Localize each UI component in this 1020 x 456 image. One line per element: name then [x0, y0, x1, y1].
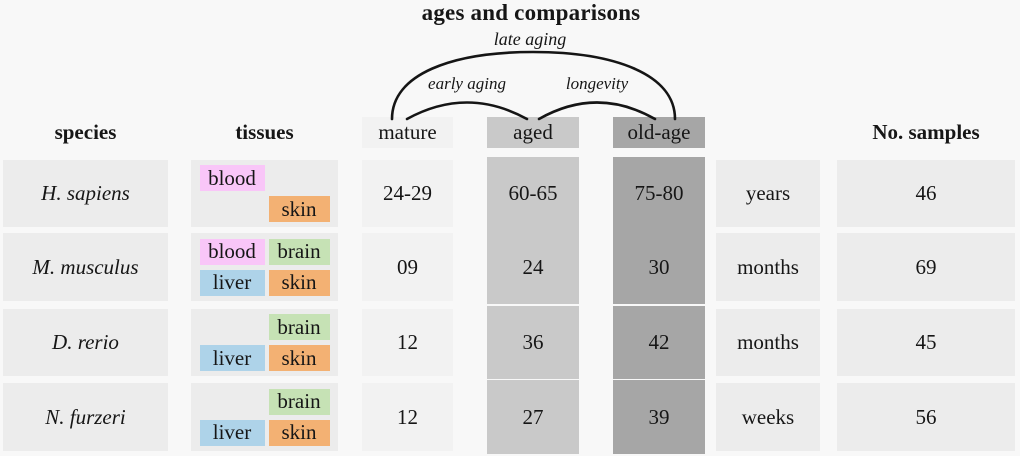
- tissue-chip-liver: [200, 196, 265, 222]
- old-age-cell: 42: [613, 306, 705, 379]
- tissue-chip-brain: brain: [268, 238, 330, 265]
- age-unit-cell: years: [716, 160, 820, 227]
- table-row: N. furzeri brain liver skin 12 27 39 wee…: [0, 380, 1020, 454]
- tissues-cell: blood skin: [191, 160, 338, 227]
- species-name: N. furzeri: [45, 404, 126, 429]
- tissue-chip-blood: [200, 314, 265, 340]
- aged-age-cell: 27: [487, 380, 579, 454]
- column-header-species: species: [54, 120, 117, 144]
- species-cell: M. musculus: [3, 233, 168, 301]
- age-unit-cell: weeks: [716, 383, 820, 451]
- samples-count-cell: 69: [837, 233, 1015, 301]
- old-age-cell: 39: [613, 380, 705, 454]
- samples-count-cell: 56: [837, 383, 1015, 451]
- tissues-cell: blood brain liver skin: [191, 233, 338, 301]
- age-unit-cell: months: [716, 233, 820, 301]
- tissue-chip-skin: skin: [268, 345, 330, 371]
- tissues-cell: brain liver skin: [191, 383, 338, 451]
- tissue-chip-grid: blood brain liver skin: [199, 238, 330, 296]
- aged-age-cell: 36: [487, 306, 579, 379]
- mature-age-cell: 09: [362, 233, 453, 301]
- figure-title: ages and comparisons: [421, 0, 641, 25]
- table-row: M. musculus blood brain liver skin 09 24…: [0, 230, 1020, 304]
- aged-age-cell: 24: [487, 230, 579, 304]
- tissue-chip-liver: liver: [199, 269, 265, 296]
- table-row: D. rerio brain liver skin 12 36 42 month…: [0, 306, 1020, 379]
- age-unit-cell: months: [716, 309, 820, 376]
- tissue-chip-skin: skin: [268, 269, 330, 296]
- tissue-chip-grid: blood skin: [199, 165, 330, 222]
- tissue-chip-grid: brain liver skin: [199, 314, 330, 371]
- species-name: H. sapiens: [41, 181, 130, 205]
- mature-age-cell: 12: [362, 383, 453, 451]
- tissue-chip-blood: [200, 389, 265, 415]
- samples-count-cell: 46: [837, 160, 1015, 227]
- mature-age-cell: 12: [362, 309, 453, 376]
- tissue-chip-brain: [269, 165, 330, 191]
- tissue-chip-grid: brain liver skin: [199, 388, 330, 446]
- column-header-old-age: old-age: [613, 117, 705, 148]
- column-header-samples: No. samples: [872, 120, 980, 144]
- tissue-chip-brain: brain: [268, 314, 330, 340]
- tissue-chip-skin: skin: [268, 419, 330, 446]
- column-header-aged: aged: [487, 117, 579, 148]
- tissue-chip-liver: liver: [199, 345, 265, 371]
- samples-count-cell: 45: [837, 309, 1015, 376]
- table-row: H. sapiens blood skin 24-29 60-65 75-80 …: [0, 157, 1020, 230]
- species-cell: N. furzeri: [3, 383, 168, 451]
- column-header-mature: mature: [362, 117, 453, 148]
- tissues-cell: brain liver skin: [191, 309, 338, 376]
- old-age-cell: 75-80: [613, 157, 705, 230]
- column-header-tissues: tissues: [235, 120, 294, 144]
- aged-age-cell: 60-65: [487, 157, 579, 230]
- arc-label-longevity: longevity: [565, 74, 629, 93]
- mature-age-cell: 24-29: [362, 160, 453, 227]
- tissue-chip-blood: blood: [199, 165, 265, 191]
- species-cell: H. sapiens: [3, 160, 168, 227]
- species-name: M. musculus: [32, 254, 139, 279]
- tissue-chip-liver: liver: [199, 419, 265, 446]
- tissue-chip-skin: skin: [268, 196, 330, 222]
- old-age-cell: 30: [613, 230, 705, 304]
- arc-label-late-aging: late aging: [493, 29, 567, 49]
- species-cell: D. rerio: [3, 309, 168, 376]
- species-name: D. rerio: [52, 330, 119, 354]
- tissue-chip-blood: blood: [199, 238, 265, 265]
- tissue-chip-brain: brain: [268, 388, 330, 415]
